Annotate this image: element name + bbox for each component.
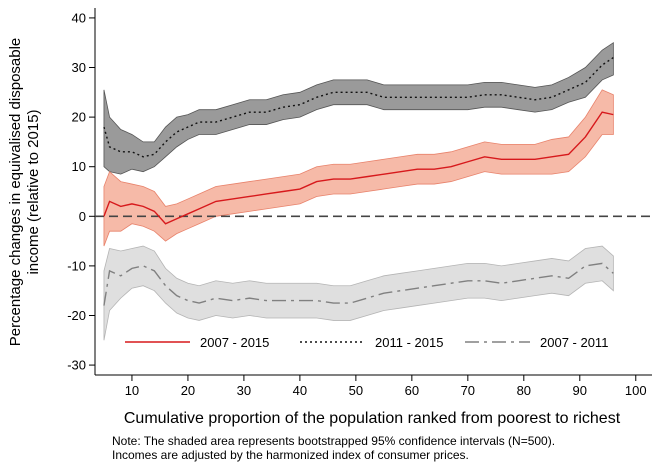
series-line (103, 262, 614, 306)
x-tick-label: 10 (125, 383, 139, 398)
y-tick-label: 0 (79, 209, 86, 224)
legend: 2007 - 2015 2011 - 2015 2007 - 2011 (110, 327, 635, 356)
note: Incomes are adjusted by the harmonized i… (112, 448, 469, 462)
y-axis-label: income (relative to 2015) (25, 109, 42, 274)
confidence-band (103, 89, 614, 247)
y-tick-label: -20 (67, 308, 86, 323)
y-tick-label: 20 (72, 110, 86, 125)
confidence-band (103, 245, 614, 341)
y-tick-label: 30 (72, 60, 86, 75)
x-tick-label: 40 (293, 383, 307, 398)
x-tick-label: 80 (517, 383, 531, 398)
legend-label: 2011 - 2015 (375, 335, 443, 350)
series-line (103, 111, 614, 225)
x-tick-label: 20 (181, 383, 195, 398)
x-tick-label: 100 (625, 383, 647, 398)
y-tick-label: 10 (72, 159, 86, 174)
legend-box (110, 327, 635, 356)
legend-label: 2007 - 2015 (200, 335, 269, 350)
y-axis-label: Percentage changes in equivalised dispos… (7, 38, 24, 347)
note: Note: The shaded area represents bootstr… (112, 434, 555, 448)
x-axis-label: Cumulative proportion of the population … (124, 410, 621, 427)
x-tick-label: 50 (349, 383, 363, 398)
x-tick-label: 30 (237, 383, 251, 398)
x-tick-label: 70 (461, 383, 475, 398)
y-tick-label: -30 (67, 358, 86, 373)
confidence-band (103, 41, 614, 175)
x-tick-label: 90 (573, 383, 587, 398)
x-tick-label: 60 (405, 383, 419, 398)
y-tick-label: 40 (72, 10, 86, 25)
legend-label: 2007 - 2011 (540, 335, 608, 350)
y-tick-label: -10 (67, 258, 86, 273)
